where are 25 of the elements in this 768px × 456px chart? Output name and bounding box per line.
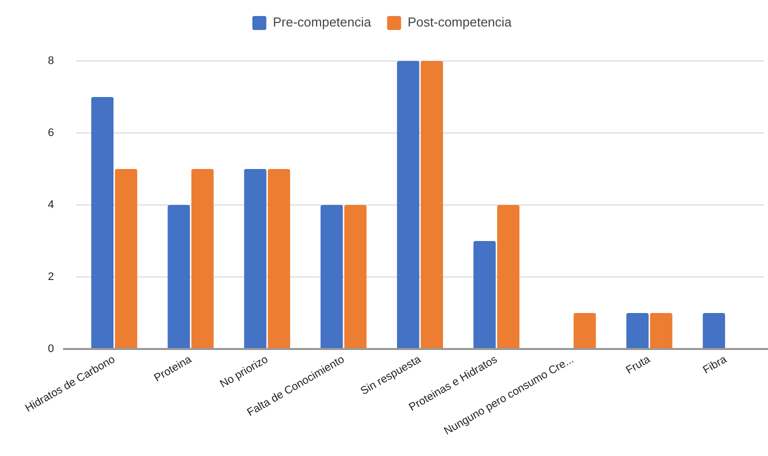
bar [574,313,596,348]
bar [626,313,649,348]
bar [244,169,266,348]
bar [344,205,367,348]
y-tick-label: 0 [48,343,54,356]
bar [420,61,443,348]
x-tick-label: Fruta [624,353,654,377]
legend-label: Pre-competencia [272,14,372,30]
x-tick-label: Fibra [701,353,730,376]
bar [91,97,114,348]
bar [397,61,420,348]
y-tick-label: 4 [48,199,54,212]
bar [320,205,343,348]
y-tick-label: 6 [48,127,54,140]
legend-label: Post-competencia [408,14,512,30]
bar [168,205,190,348]
bar [114,169,138,348]
y-tick-label: 8 [48,55,54,68]
bar [702,313,726,348]
bar [268,169,290,348]
bar [473,241,496,348]
y-tick-label: 2 [48,271,54,284]
bar [497,205,520,348]
bar [650,313,672,348]
bar [191,169,214,348]
